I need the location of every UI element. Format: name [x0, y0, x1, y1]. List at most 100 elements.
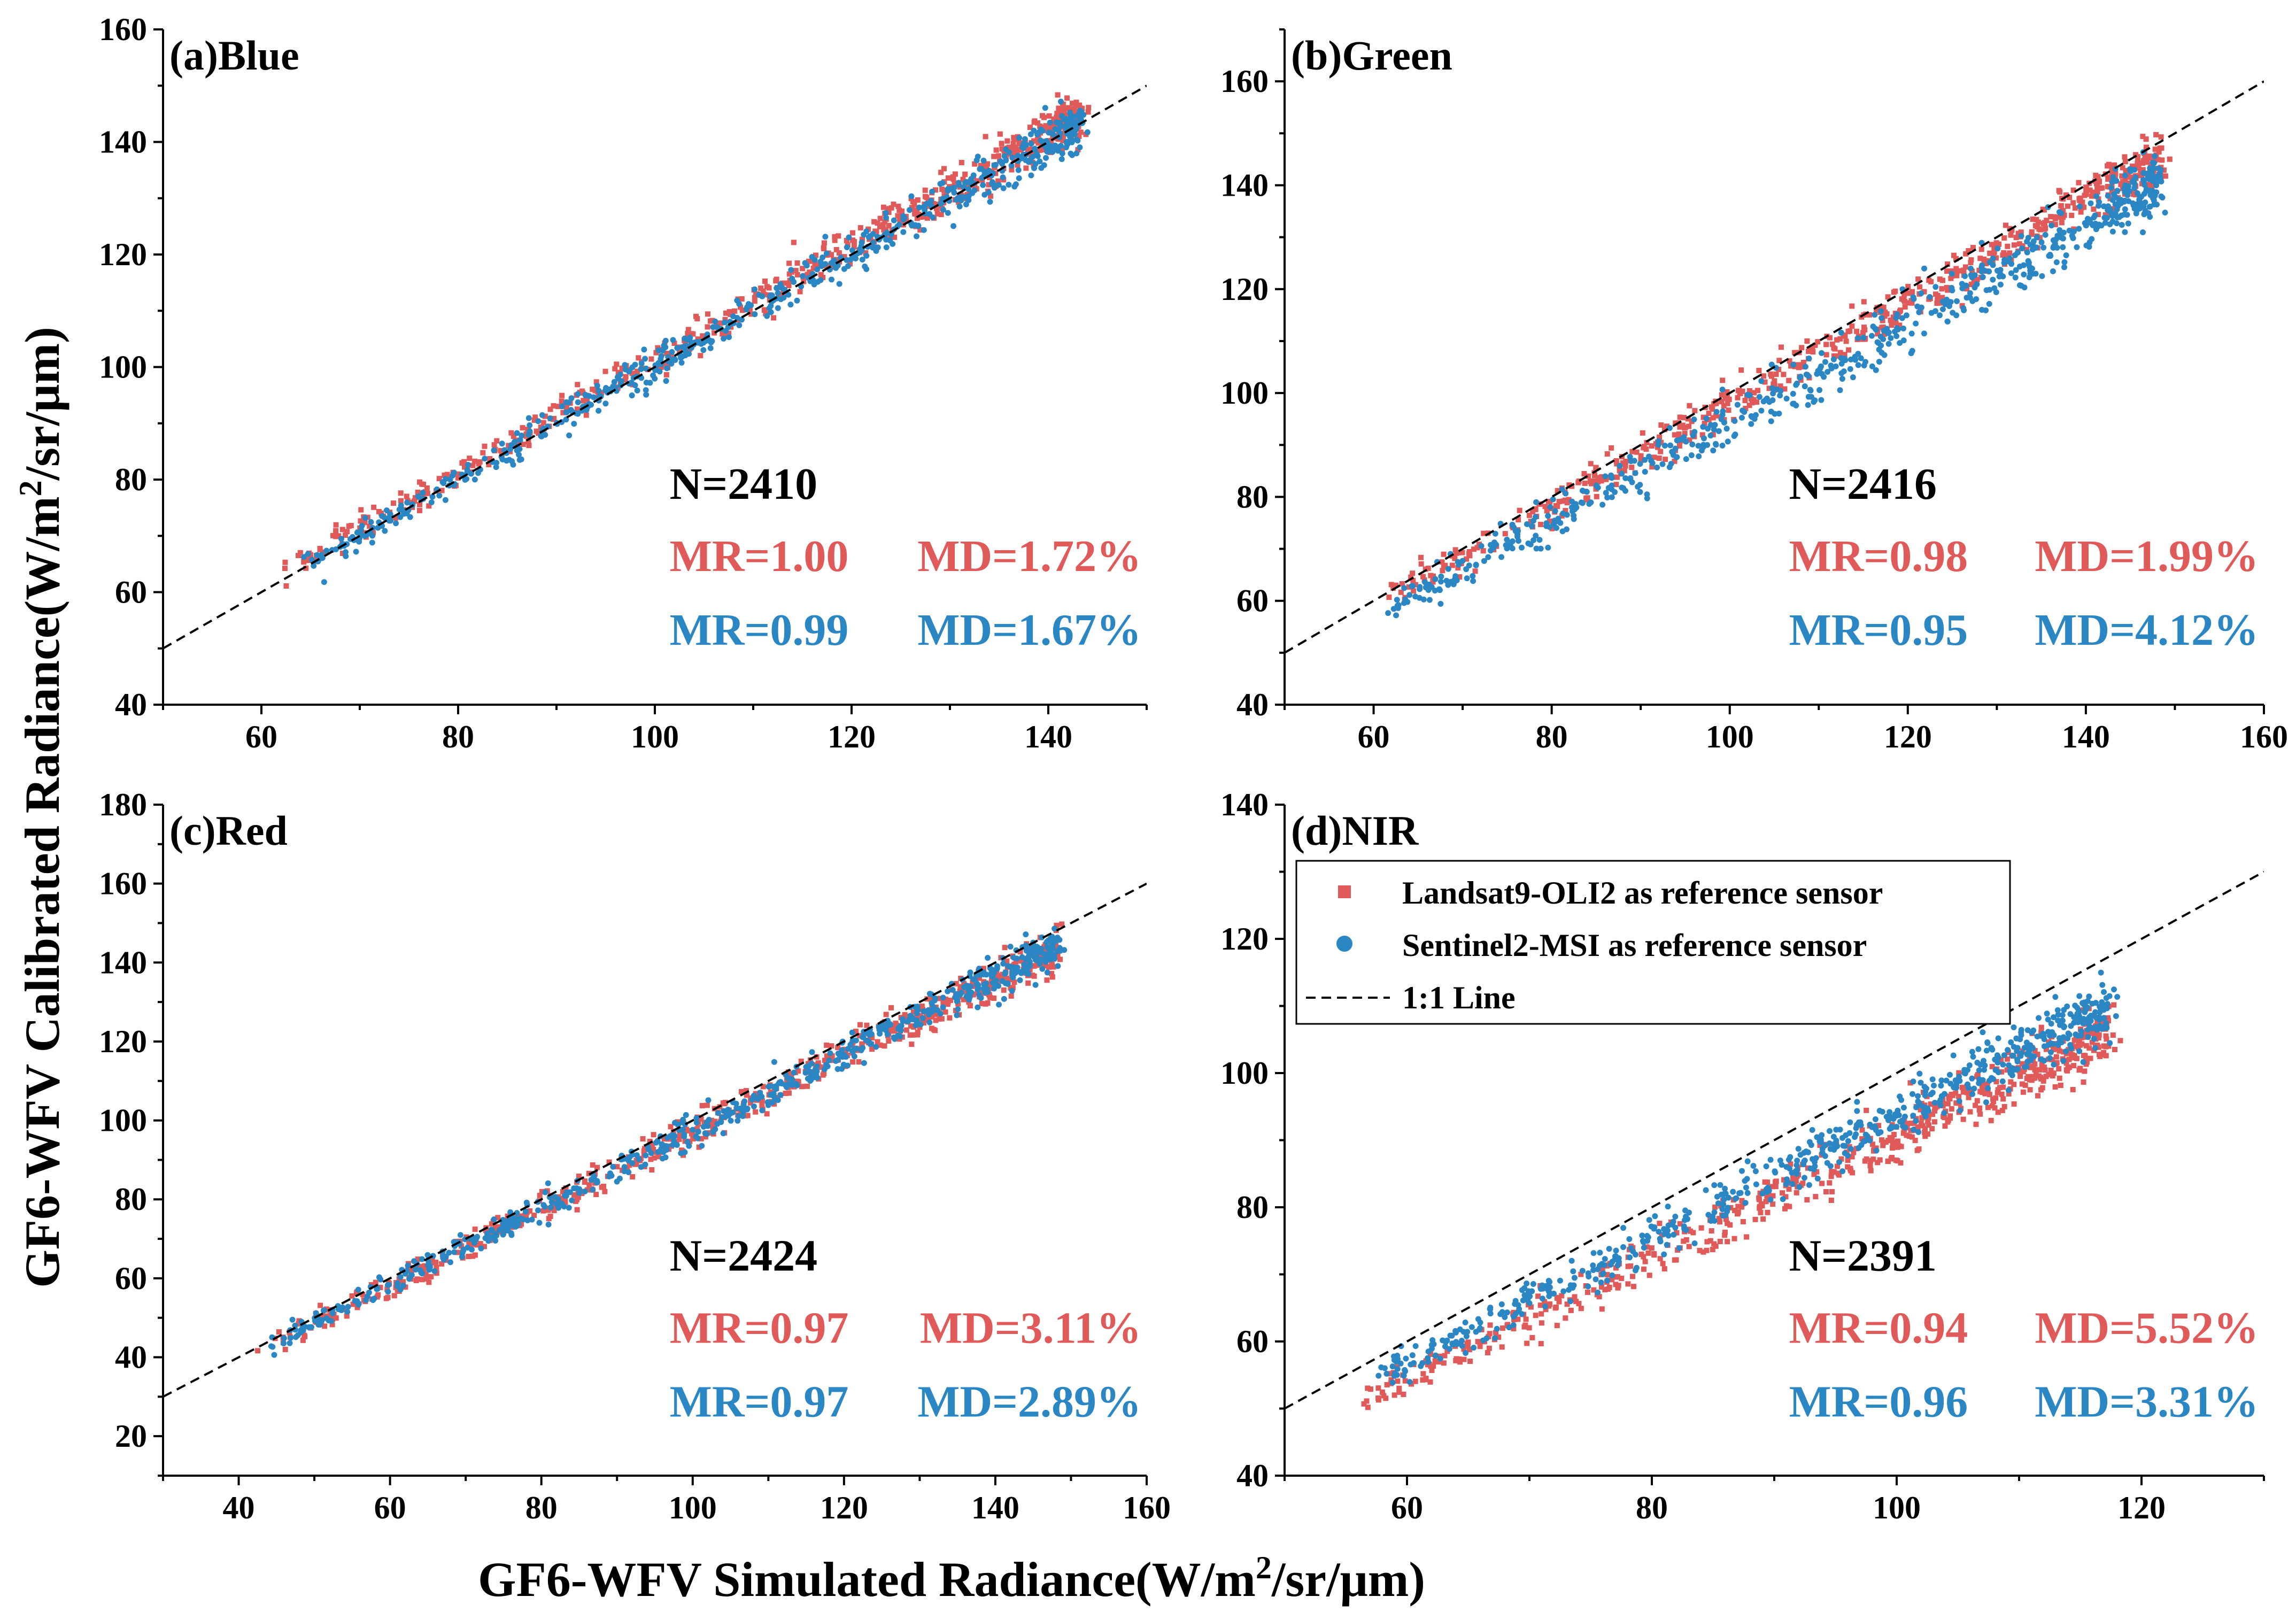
nir-landsat-point	[1709, 1228, 1714, 1234]
red-landsat-point	[967, 1003, 973, 1009]
nir-landsat-point	[1412, 1378, 1418, 1384]
green-landsat-point	[1467, 553, 1473, 559]
green-sentinel-point	[1504, 536, 1510, 543]
blue-landsat-point	[629, 371, 635, 376]
blue-landsat-point	[739, 296, 745, 302]
red-sentinel-point	[898, 1027, 904, 1033]
green-sentinel-point	[1719, 387, 1726, 393]
red-x-tick-label: 80	[525, 1490, 558, 1525]
nir-sentinel-point	[1633, 1264, 1640, 1271]
green-landsat-point	[2097, 186, 2103, 191]
blue-sentinel-point	[638, 366, 644, 372]
red-landsat-point	[1011, 979, 1017, 985]
red-landsat-point	[571, 1192, 577, 1198]
blue-sentinel-point	[342, 549, 349, 556]
green-landsat-point	[2040, 221, 2046, 227]
blue-landsat-point	[614, 361, 620, 367]
blue-landsat-point	[941, 188, 947, 194]
blue-mr-landsat: MR=1.00	[670, 531, 849, 581]
blue-sentinel-point	[1070, 118, 1077, 125]
green-landsat-point	[1721, 403, 1727, 408]
nir-sentinel-point	[1975, 1046, 1982, 1052]
red-sentinel-point	[440, 1256, 447, 1263]
blue-sentinel-point	[400, 507, 406, 513]
blue-landsat-point	[393, 515, 399, 521]
nir-sentinel-point	[1719, 1206, 1726, 1213]
green-sentinel-point	[1869, 363, 1875, 369]
red-sentinel-point	[777, 1092, 784, 1098]
red-sentinel-point	[963, 993, 970, 1000]
red-sentinel-point	[999, 978, 1006, 984]
green-landsat-point	[1604, 451, 1610, 457]
red-landsat-point	[877, 1042, 883, 1048]
green-sentinel-point	[2162, 210, 2168, 216]
blue-landsat-point	[857, 225, 863, 230]
green-sentinel-point	[1599, 502, 1606, 508]
green-landsat-point	[1776, 358, 1782, 364]
nir-landsat-point	[1999, 1069, 2005, 1075]
green-sentinel-point	[1790, 361, 1797, 368]
nir-landsat-point	[1862, 1158, 1868, 1164]
blue-sentinel-point	[429, 493, 436, 500]
green-landsat-point	[1846, 347, 1852, 353]
red-sentinel-point	[740, 1101, 747, 1108]
green-landsat-point	[1677, 424, 1683, 430]
red-x-tick-label: 60	[374, 1490, 406, 1525]
nir-landsat-point	[1847, 1166, 1853, 1172]
green-x-tick-label: 80	[1536, 719, 1568, 754]
green-landsat-point	[1993, 255, 1999, 261]
nir-sentinel-point	[1999, 1078, 2006, 1084]
nir-landsat-point	[1576, 1301, 1582, 1307]
red-landsat-point	[349, 1293, 355, 1299]
green-sentinel-point	[1656, 438, 1662, 444]
red-sentinel-point	[690, 1127, 696, 1133]
green-landsat-point	[1934, 300, 1940, 306]
red-landsat-point	[492, 1224, 498, 1230]
green-landsat-point	[2035, 224, 2040, 230]
red-sentinel-point	[866, 1031, 872, 1038]
green-md-sentinel: MD=4.12%	[2035, 605, 2259, 655]
green-landsat-point	[1969, 268, 1975, 274]
nir-landsat-point	[1441, 1360, 1447, 1366]
red-sentinel-point	[344, 1308, 351, 1315]
green-landsat-point	[1837, 336, 1843, 342]
green-one-to-one-line	[1285, 80, 2264, 654]
red-sentinel-point	[536, 1220, 543, 1226]
green-sentinel-point	[1524, 521, 1530, 527]
blue-landsat-point	[844, 237, 849, 243]
blue-landsat-point	[1023, 165, 1029, 171]
nir-sentinel-point	[1789, 1181, 1796, 1187]
green-landsat-point	[1842, 352, 1847, 358]
nir-sentinel-point	[1661, 1251, 1667, 1258]
blue-landsat-point	[786, 283, 792, 289]
green-landsat-point	[1459, 550, 1465, 556]
nir-landsat-point	[1432, 1358, 1438, 1364]
blue-landsat-point	[962, 171, 968, 177]
green-landsat-point	[1951, 252, 1957, 258]
red-landsat-point	[917, 1013, 923, 1019]
red-landsat-point	[679, 1147, 685, 1153]
green-sentinel-point	[2137, 194, 2143, 200]
blue-landsat-point	[362, 520, 368, 526]
nir-landsat-point	[2043, 1046, 2049, 1052]
red-sentinel-point	[730, 1109, 736, 1116]
red-landsat-point	[947, 1015, 953, 1021]
nir-landsat-point	[1769, 1184, 1775, 1190]
red-sentinel-point	[371, 1295, 377, 1302]
red-sentinel-point	[917, 1021, 924, 1028]
blue-landsat-point	[511, 434, 516, 439]
green-landsat-point	[1430, 573, 1436, 579]
panel-green: 60 80 100 120 140 160406080100120140160(b)Gre…	[1220, 28, 2288, 754]
nir-sentinel-point	[1915, 1093, 1921, 1099]
green-landsat-point	[2037, 235, 2043, 241]
green-landsat-point	[1953, 266, 1959, 272]
nir-landsat-point	[1988, 1117, 1994, 1123]
green-sentinel-point	[1401, 585, 1408, 591]
green-sentinel-point	[1691, 429, 1698, 435]
green-sentinel-point	[1677, 436, 1683, 443]
red-landsat-point	[354, 1305, 360, 1310]
green-sentinel-point	[1443, 577, 1450, 584]
green-sentinel-point	[1550, 521, 1557, 528]
blue-landsat-point	[791, 240, 797, 245]
nir-landsat-point	[2111, 1002, 2117, 1008]
